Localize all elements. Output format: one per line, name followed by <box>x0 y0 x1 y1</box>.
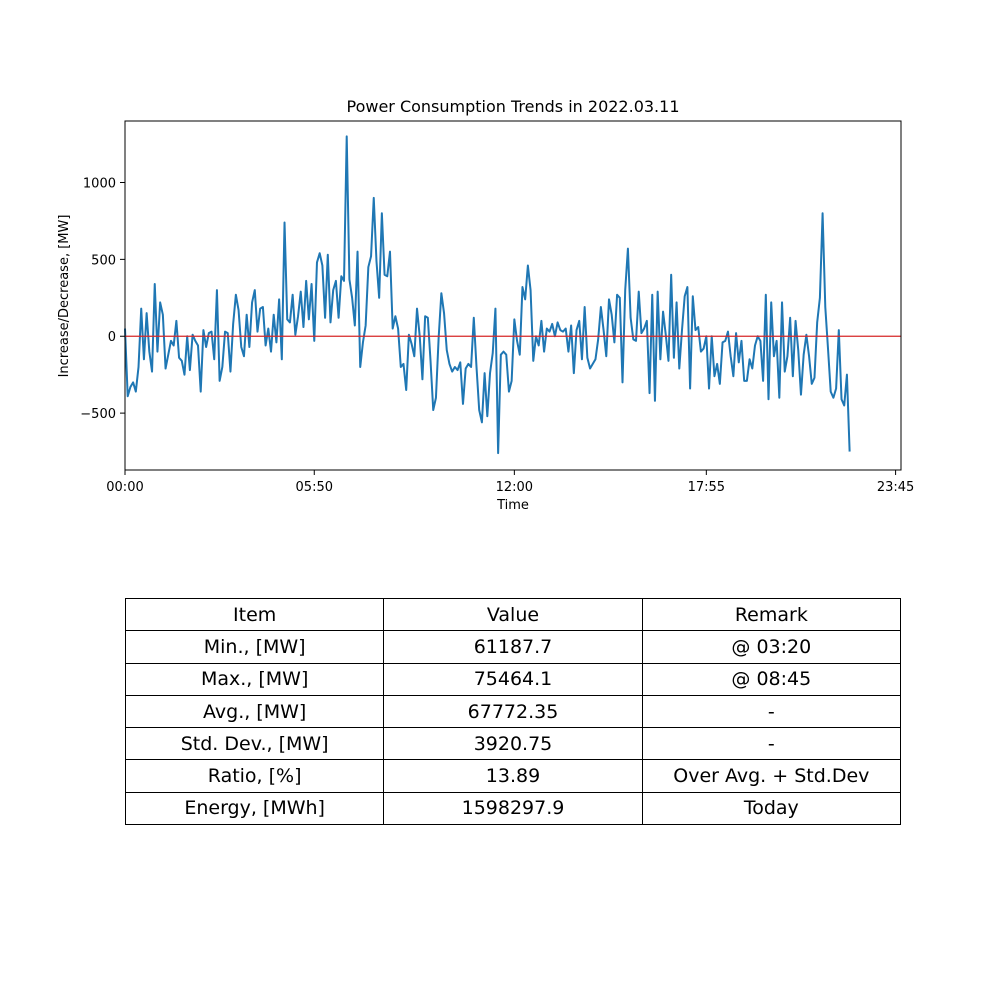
x-tick-label: 12:00 <box>496 480 533 495</box>
table-row: Energy, [MWh] 1598297.9 Today <box>124 791 902 826</box>
table-row: Avg., [MW] 67772.35- <box>124 694 902 729</box>
x-axis-label: Time <box>496 498 529 513</box>
table-cell: Min., [MW] <box>124 630 385 664</box>
table-row: Std. Dev., [MW] 3920.75- <box>124 727 902 761</box>
table-cell: 1598297.9 <box>383 791 643 826</box>
series-line <box>124 135 851 455</box>
table-cell: Over Avg. + Std.Dev <box>641 759 902 793</box>
table-row: Max., [MW] 75464.1 @ 08:45 <box>124 662 902 696</box>
table-cell: Ratio, [%] <box>124 759 385 793</box>
stats-table: Item Value Remark Min., [MW] 61187.7 @ 03:20 M… <box>124 597 902 826</box>
table-row: Min., [MW] 61187.7 @ 03:20 <box>124 630 902 664</box>
table-cell: Std. Dev., [MW] <box>124 727 385 761</box>
table-header-cell: Value <box>383 597 643 632</box>
table-header-row: Item Value Remark <box>124 597 902 632</box>
table-cell: Avg., [MW] <box>124 694 385 729</box>
x-tick-label: 17:55 <box>688 480 725 495</box>
table-cell: @ 08:45 <box>641 662 902 696</box>
chart-title: Power Consumption Trends in 2022.03.11 <box>346 97 679 116</box>
x-tick-label: 05:50 <box>296 480 333 495</box>
table-cell: - <box>641 694 902 729</box>
y-tick-label: 0 <box>108 330 116 345</box>
table-row: Ratio, [%] 13.89 Over Avg. + Std.Dev <box>124 759 902 793</box>
table-header-cell: Item <box>124 597 385 632</box>
y-tick-label: 1000 <box>83 176 116 191</box>
table-cell: 3920.75 <box>383 727 643 761</box>
plot-area <box>124 135 901 455</box>
x-tick-label: 00:00 <box>106 480 143 495</box>
y-tick-label: −500 <box>80 407 116 422</box>
table-cell: Max., [MW] <box>124 662 385 696</box>
y-axis: −500 0 500 1000 <box>80 176 125 422</box>
table-cell: Today <box>641 791 902 826</box>
table-cell: 13.89 <box>383 759 643 793</box>
table-cell: Energy, [MWh] <box>124 791 385 826</box>
table-cell: 61187.7 <box>383 630 643 664</box>
table-cell: @ 03:20 <box>641 630 902 664</box>
table-header-cell: Remark <box>641 597 902 632</box>
y-tick-label: 500 <box>91 253 116 268</box>
table-cell: 75464.1 <box>383 662 643 696</box>
table-cell: - <box>641 727 902 761</box>
x-tick-label: 23:45 <box>877 480 914 495</box>
table-cell: 67772.35 <box>383 694 643 729</box>
x-axis: 00:00 05:50 12:00 17:55 23:45 <box>106 470 914 495</box>
y-axis-label: Increase/Decrease, [MW] <box>57 215 72 378</box>
plot-frame <box>124 120 902 471</box>
stats-table-body: Item Value Remark Min., [MW] 61187.7 @ 03:20 M… <box>124 597 902 826</box>
